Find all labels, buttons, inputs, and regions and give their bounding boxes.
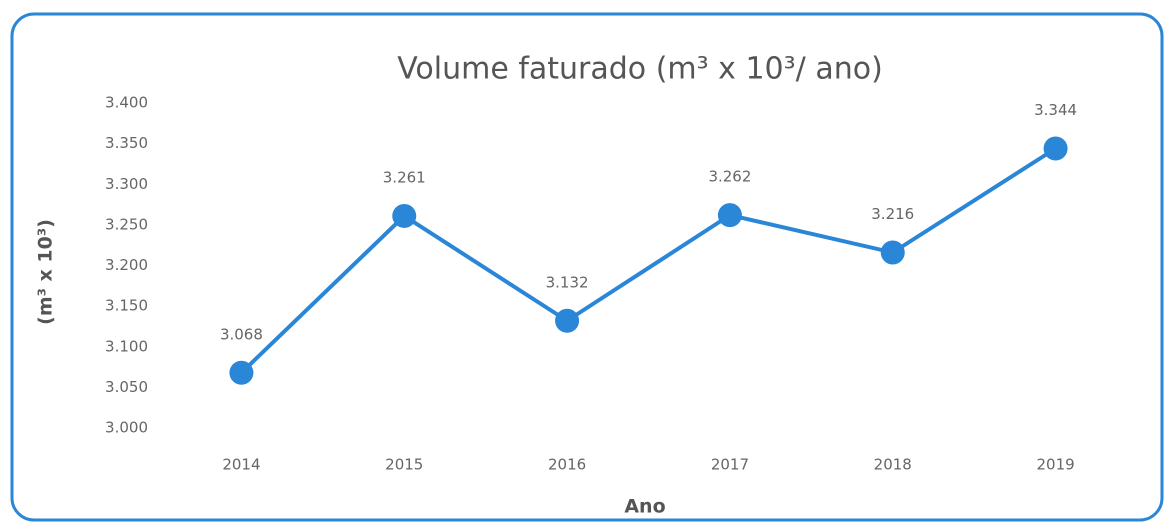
data-point: [392, 203, 417, 228]
y-tick-label: 3.400: [105, 94, 148, 112]
y-axis-title: (m³ x 10³): [35, 219, 57, 325]
data-label: 3.132: [546, 273, 589, 291]
chart-title: Volume faturado (m³ x 10³/ ano): [397, 52, 883, 87]
x-tick-label: 2014: [222, 456, 260, 474]
data-point: [555, 308, 580, 333]
data-point: [880, 240, 905, 265]
x-tick-label: 2019: [1036, 456, 1074, 474]
chart-frame: [10, 12, 1164, 522]
x-axis-title: Ano: [624, 496, 665, 518]
y-tick-label: 3.100: [105, 337, 148, 355]
y-tick-label: 3.200: [105, 256, 148, 274]
y-tick-label: 3.300: [105, 175, 148, 193]
data-label: 3.068: [220, 325, 263, 343]
x-tick-label: 2015: [385, 456, 423, 474]
data-point: [1043, 136, 1068, 161]
data-label: 3.344: [1034, 101, 1077, 119]
data-label: 3.261: [383, 168, 426, 186]
y-tick-label: 3.000: [105, 419, 148, 437]
y-tick-label: 3.150: [105, 297, 148, 315]
data-label: 3.262: [708, 168, 751, 186]
data-label: 3.216: [871, 205, 914, 223]
data-line: [240, 146, 1057, 375]
data-point: [229, 360, 254, 385]
y-tick-label: 3.050: [105, 378, 148, 396]
y-tick-label: 3.250: [105, 215, 148, 233]
x-tick-label: 2018: [874, 456, 912, 474]
data-point: [717, 203, 742, 228]
y-tick-label: 3.350: [105, 134, 148, 152]
x-tick-label: 2017: [711, 456, 749, 474]
x-tick-label: 2016: [548, 456, 586, 474]
